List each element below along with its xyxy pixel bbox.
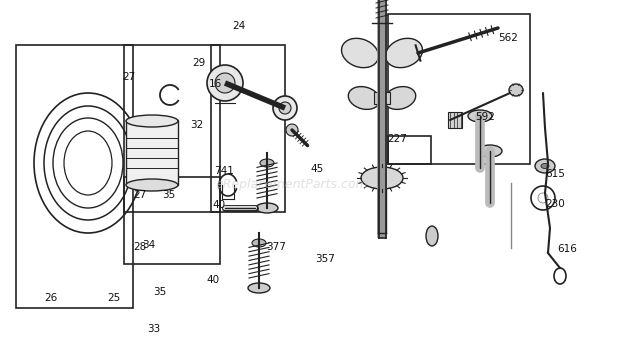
Text: 357: 357 [315, 254, 335, 264]
Ellipse shape [248, 283, 270, 293]
Text: 40: 40 [206, 275, 220, 285]
Text: 33: 33 [147, 324, 161, 334]
Text: 562: 562 [498, 33, 518, 43]
Text: 27: 27 [133, 190, 147, 200]
Ellipse shape [252, 239, 266, 247]
Ellipse shape [361, 167, 403, 189]
Text: 28: 28 [133, 242, 146, 252]
Ellipse shape [535, 159, 555, 173]
Text: 592: 592 [476, 112, 495, 121]
Ellipse shape [342, 38, 378, 68]
Text: 35: 35 [162, 190, 175, 200]
Text: 27: 27 [122, 72, 136, 81]
Circle shape [279, 102, 291, 114]
Text: 40: 40 [213, 200, 226, 210]
Circle shape [273, 96, 297, 120]
Ellipse shape [348, 87, 379, 109]
Text: 26: 26 [44, 293, 58, 302]
Text: 230: 230 [545, 199, 565, 208]
Ellipse shape [126, 179, 178, 191]
Ellipse shape [126, 115, 178, 127]
Text: 34: 34 [142, 240, 156, 250]
Circle shape [215, 73, 235, 93]
Bar [124, 177, 220, 264]
Text: 615: 615 [545, 169, 565, 179]
Text: 16: 16 [208, 79, 222, 88]
Text: 741: 741 [215, 166, 234, 175]
Text: 377: 377 [267, 242, 286, 252]
Bar [211, 45, 285, 212]
Bar [124, 45, 220, 212]
Ellipse shape [478, 145, 502, 157]
Text: 32: 32 [190, 120, 204, 130]
Bar [16, 45, 133, 308]
Ellipse shape [541, 164, 549, 168]
Text: 24: 24 [232, 21, 246, 31]
Ellipse shape [509, 84, 523, 96]
Ellipse shape [256, 203, 278, 213]
Circle shape [207, 65, 243, 101]
Ellipse shape [386, 38, 422, 68]
Bar [448, 112, 462, 128]
Text: 45: 45 [311, 164, 324, 174]
Text: 29: 29 [192, 58, 205, 68]
Bar [126, 120, 178, 185]
Bar [388, 136, 431, 164]
Ellipse shape [426, 226, 438, 246]
Bar [374, 92, 390, 104]
Text: 227: 227 [387, 134, 407, 144]
Text: 35: 35 [153, 287, 167, 297]
Circle shape [286, 124, 298, 136]
Ellipse shape [468, 110, 492, 122]
Text: eReplacementParts.com: eReplacementParts.com [215, 178, 368, 191]
Text: 616: 616 [557, 244, 577, 254]
Ellipse shape [260, 159, 274, 167]
Text: 25: 25 [107, 293, 120, 302]
Bar [388, 14, 530, 164]
Ellipse shape [384, 87, 416, 109]
